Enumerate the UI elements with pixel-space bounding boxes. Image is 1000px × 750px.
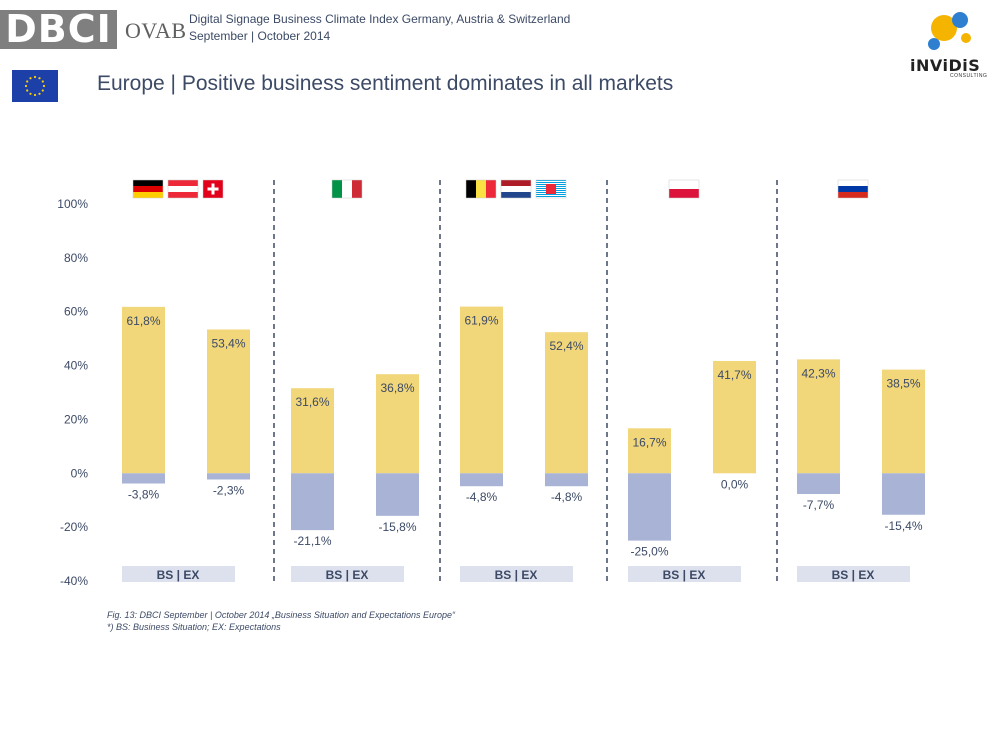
- bs-positive-bar: [291, 388, 334, 474]
- header-date: September | October 2014: [189, 29, 331, 43]
- bs-positive-label: 42,3%: [801, 366, 835, 380]
- bs-positive-label: 61,8%: [126, 314, 160, 328]
- ovab-logo: OVAB: [125, 18, 187, 43]
- bs-negative-bar: [797, 473, 840, 495]
- page-title: Europe | Positive business sentiment dom…: [97, 72, 674, 95]
- belgium-flag-icon: [465, 179, 497, 199]
- italy-flag-icon: [331, 179, 363, 199]
- y-tick-label: 100%: [57, 197, 88, 211]
- bs-positive-bar: [797, 359, 840, 474]
- invidis-logo-icon: [928, 12, 971, 50]
- y-tick-label: 40%: [64, 359, 88, 373]
- group-axis-label: BS | EX: [663, 568, 706, 582]
- bs-negative-bar: [291, 473, 334, 531]
- ex-negative-label: -15,8%: [378, 520, 416, 534]
- bs-negative-bar: [460, 473, 503, 487]
- eu-flag-icon: [12, 70, 58, 102]
- group-axis-label-bg: [291, 566, 404, 582]
- austria-flag-icon: [167, 179, 199, 199]
- ex-positive-label: 41,7%: [717, 368, 751, 382]
- ex-positive-bar: [376, 374, 419, 474]
- ex-positive-label: 53,4%: [211, 336, 245, 350]
- bs-negative-bar: [122, 473, 165, 484]
- ex-negative-label: -4,8%: [551, 490, 583, 504]
- header-title: Digital Signage Business Climate Index G…: [189, 12, 571, 26]
- invidis-wordmark: iNViDiS: [910, 56, 981, 75]
- ex-positive-label: 36,8%: [380, 381, 414, 395]
- group-axis-label-bg: [122, 566, 235, 582]
- ex-positive-bar: [713, 360, 756, 474]
- group-axis-label-bg: [628, 566, 741, 582]
- ex-negative-bar: [882, 473, 925, 515]
- ex-positive-label: 52,4%: [549, 339, 583, 353]
- bs-positive-bar: [460, 306, 503, 474]
- netherlands-flag-icon: [500, 179, 532, 199]
- bs-negative-label: -7,7%: [803, 498, 835, 512]
- group-axis-label: BS | EX: [495, 568, 538, 582]
- invidis-subtitle: CONSULTING: [950, 73, 988, 79]
- bs-negative-label: -25,0%: [630, 545, 668, 559]
- luxembourg-flag-icon: [535, 179, 567, 199]
- y-tick-label: 80%: [64, 251, 88, 265]
- y-tick-label: 0%: [71, 466, 89, 480]
- y-tick-label: -40%: [60, 574, 88, 588]
- ex-positive-bar: [882, 369, 925, 474]
- switzerland-flag-icon: [202, 179, 224, 199]
- bs-positive-label: 31,6%: [295, 395, 329, 409]
- group-axis-label: BS | EX: [832, 568, 875, 582]
- ex-negative-label: -2,3%: [213, 483, 245, 497]
- ex-positive-label: 38,5%: [886, 377, 920, 391]
- bs-negative-label: -4,8%: [466, 490, 498, 504]
- russia-flag-icon: [837, 179, 869, 199]
- ex-negative-bar: [207, 473, 250, 480]
- ex-negative-bar: [376, 473, 419, 516]
- ex-negative-bar: [545, 473, 588, 487]
- group-axis-label: BS | EX: [157, 568, 200, 582]
- footnote: *) BS: Business Situation; EX: Expectati…: [107, 622, 281, 632]
- bs-negative-label: -21,1%: [293, 534, 331, 548]
- group-axis-label-bg: [460, 566, 573, 582]
- ex-positive-bar: [207, 329, 250, 474]
- bs-positive-label: 16,7%: [632, 435, 666, 449]
- germany-flag-icon: [132, 179, 164, 199]
- poland-flag-icon: [668, 179, 700, 199]
- bs-negative-label: -3,8%: [128, 488, 160, 502]
- figure-caption: Fig. 13: DBCI September | October 2014 „…: [107, 610, 456, 620]
- y-tick-label: 60%: [64, 305, 88, 319]
- ex-positive-bar: [545, 332, 588, 474]
- ex-negative-label: -15,4%: [884, 519, 922, 533]
- dbci-logo: DBCI: [0, 10, 117, 49]
- group-axis-label: BS | EX: [326, 568, 369, 582]
- bs-negative-bar: [628, 473, 671, 541]
- bs-positive-bar: [122, 306, 165, 474]
- bs-positive-label: 61,9%: [464, 314, 498, 328]
- y-tick-label: 20%: [64, 412, 88, 426]
- ex-negative-label: 0,0%: [721, 477, 749, 491]
- group-axis-label-bg: [797, 566, 910, 582]
- bs-positive-bar: [628, 428, 671, 474]
- y-tick-label: -20%: [60, 520, 88, 534]
